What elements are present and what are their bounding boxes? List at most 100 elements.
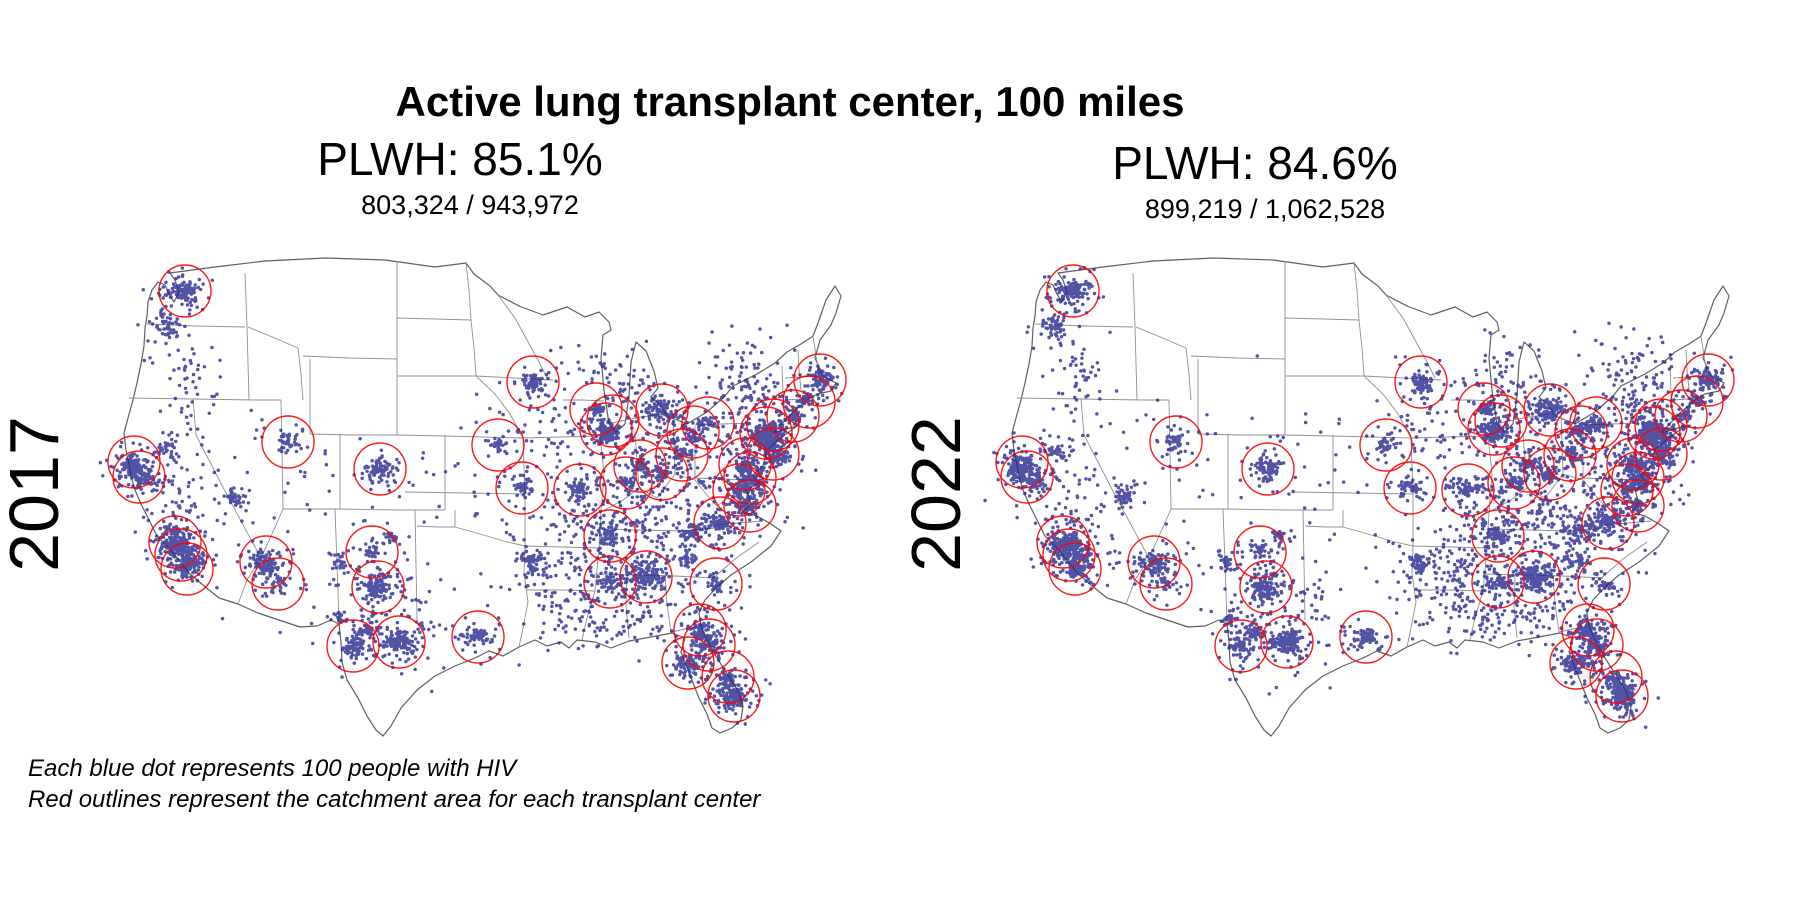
state-border-line: [309, 433, 397, 436]
state-border-line: [1685, 349, 1690, 391]
catchment-circle-kansas-city: [495, 461, 549, 515]
catchment-circle-boston: [1681, 353, 1735, 407]
catchment-circle-baltimore: [718, 437, 772, 491]
catchment-circle-san-diego: [160, 542, 214, 596]
catchment-circle-orlando: [682, 618, 736, 672]
plwh-fraction-2022: 899,219 / 1,062,528: [1144, 194, 1386, 224]
state-border-line: [1304, 525, 1343, 528]
state-border-line: [1284, 317, 1360, 321]
catchment-circle-tucson: [251, 557, 305, 611]
state-border-line: [1513, 574, 1518, 639]
catchment-circle-tucson: [1139, 557, 1193, 611]
state-border-line: [1080, 398, 1150, 559]
catchment-circle-tampa: [661, 636, 715, 690]
state-border-line: [339, 508, 445, 511]
catchment-circle-los-angeles-b: [154, 528, 208, 582]
state-border-line: [1412, 545, 1488, 549]
state-border-line: [518, 545, 529, 648]
catchment-circle-milwaukee: [569, 382, 623, 436]
catchment-circle-cincinnati: [1523, 447, 1577, 501]
plwh-stat-2022: PLWH: 84.6%: [1112, 137, 1398, 189]
state-border-line: [1353, 262, 1360, 321]
state-border-line: [414, 509, 418, 621]
catchment-circle-salt-lake-city: [1149, 415, 1203, 469]
catchment-circle-cleveland: [1554, 405, 1608, 459]
state-border-line: [1135, 326, 1187, 349]
state-border-line: [1302, 509, 1306, 621]
catchment-circle-atlanta: [1507, 550, 1561, 604]
plwh-fraction-2017: 803,324 / 943,972: [361, 190, 579, 220]
footnote-line-1: Each blue dot represents 100 people with…: [28, 755, 517, 782]
catchment-circle-seattle: [1046, 264, 1100, 318]
state-border-line: [694, 479, 730, 507]
plwh-dots: [98, 266, 844, 726]
catchment-circle-norfolk: [723, 479, 777, 533]
catchment-circle-denver: [1241, 442, 1295, 496]
catchment-circle-houston: [1260, 615, 1314, 669]
state-border-line: [1190, 355, 1286, 360]
catchment-circle-louisville: [599, 456, 653, 510]
catchment-circle-durham: [693, 496, 747, 550]
catchment-circle-denver: [353, 442, 407, 496]
state-border-line: [244, 272, 250, 401]
catchment-circle-milwaukee: [1457, 382, 1511, 436]
state-border-line: [527, 589, 596, 592]
catchment-circle-dallas: [351, 560, 405, 614]
state-borders: [128, 261, 820, 648]
catchment-circle-washington-dc: [1611, 451, 1665, 505]
state-border-line: [128, 397, 281, 401]
catchment-circle-cincinnati: [635, 447, 689, 501]
catchment-circle-boston: [793, 353, 847, 407]
catchment-circle-richmond: [712, 463, 766, 517]
state-borders: [1016, 261, 1708, 648]
state-border-line: [260, 508, 284, 559]
catchment-circles: [995, 264, 1735, 723]
catchment-circle-dallas: [1239, 560, 1293, 614]
catchment-circle-oklahoma-city: [345, 525, 399, 579]
state-border-line: [1385, 294, 1436, 379]
map-2017: [98, 257, 847, 737]
catchment-circle-detroit: [635, 383, 689, 437]
catchment-circle-indianapolis: [1501, 439, 1555, 493]
catchment-circle-new-orleans: [1339, 610, 1393, 664]
state-border-line: [1486, 527, 1604, 532]
catchment-circle-atlanta: [619, 550, 673, 604]
catchment-circle-kansas-city: [1383, 461, 1437, 515]
state-border-line: [465, 262, 472, 321]
year-label-2022: 2022: [897, 416, 975, 572]
catchment-circle-detroit: [1523, 383, 1577, 437]
catchment-circle-omaha: [1359, 418, 1413, 472]
state-border-line: [1598, 541, 1648, 581]
state-border-line: [247, 326, 299, 349]
state-border-line: [797, 349, 802, 391]
catchment-circle-baltimore: [1606, 437, 1660, 491]
year-label-2017: 2017: [0, 416, 73, 572]
catchment-circle-los-angeles-a: [1036, 515, 1090, 569]
catchment-circle-san-francisco-b: [112, 450, 166, 504]
catchment-circle-pittsburgh: [681, 396, 735, 450]
map-2022: [983, 257, 1735, 737]
catchment-circle-richmond: [1600, 463, 1654, 517]
state-border-line: [146, 323, 246, 328]
state-border-line: [524, 545, 600, 549]
catchment-circle-los-angeles-b: [1042, 528, 1096, 582]
catchment-circle-san-diego: [1048, 542, 1102, 596]
state-border-line: [1227, 508, 1333, 511]
plwh-stat-2017: PLWH: 85.1%: [317, 133, 603, 185]
catchment-circle-jacksonville: [1561, 603, 1615, 657]
catchment-circle-san-antonio: [326, 619, 380, 673]
catchment-circle-minneapolis: [506, 355, 560, 409]
catchment-circle-philadelphia: [1634, 427, 1688, 481]
state-border-line: [1197, 433, 1285, 436]
state-border-line: [1016, 397, 1169, 401]
state-border-line: [334, 508, 340, 623]
catchment-circle-west-palm-beach: [701, 650, 755, 704]
catchment-circle-miami: [707, 669, 761, 723]
catchment-circle-st-louis: [553, 463, 607, 517]
catchment-circle-jacksonville: [673, 603, 727, 657]
catchment-circle-orlando: [1570, 618, 1624, 672]
state-border-line: [710, 541, 760, 581]
catchment-circle-cleveland: [666, 405, 720, 459]
state-border-line: [297, 347, 304, 401]
footnote-line-2: Red outlines represent the catchment are…: [28, 786, 761, 813]
